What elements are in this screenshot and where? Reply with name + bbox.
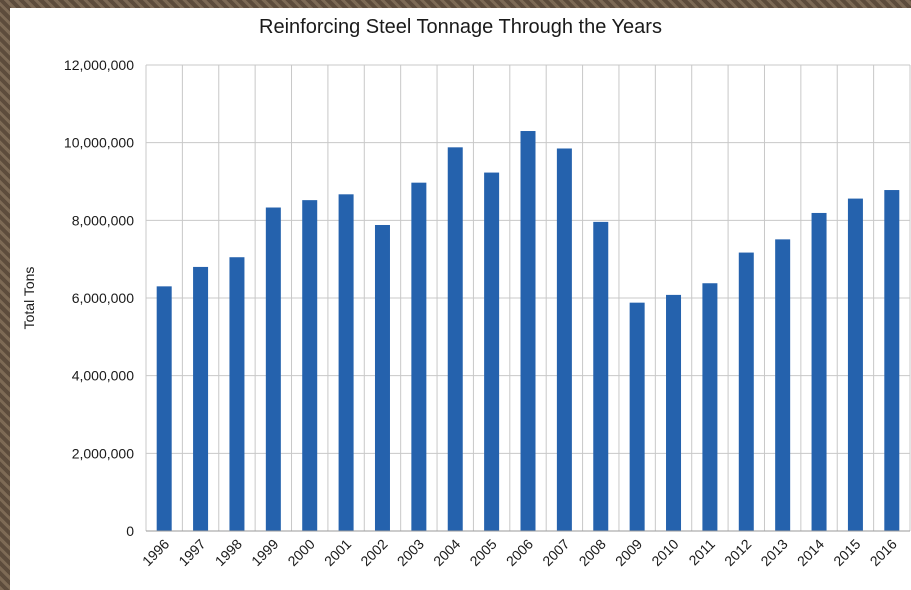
bar-2016 <box>884 190 900 531</box>
x-tick-label: 1999 <box>248 536 281 569</box>
bar-2008 <box>593 221 609 532</box>
bar-2012 <box>738 252 754 531</box>
x-tick-label: 1996 <box>139 536 172 569</box>
x-tick-label: 2006 <box>503 536 536 569</box>
bar-1996 <box>156 286 172 531</box>
x-tick-label: 2013 <box>757 536 790 569</box>
bar-chart: 0 2,000,000 4,000,000 6,000,000 8,000,000 10,… <box>21 57 911 569</box>
x-tick-label: 2011 <box>685 536 718 569</box>
bar-2015 <box>847 198 863 531</box>
x-tick-label: 2001 <box>321 536 354 569</box>
x-tick-label: 2000 <box>284 536 317 569</box>
bar-2005 <box>484 172 500 531</box>
y-tick-label: 10,000,000 <box>64 135 134 151</box>
y-tick-label: 2,000,000 <box>72 445 134 461</box>
bar-2004 <box>447 147 463 531</box>
bar-1999 <box>265 207 281 532</box>
bar-1998 <box>229 257 245 531</box>
bar-2007 <box>556 148 572 531</box>
x-tick-label: 1997 <box>175 536 208 569</box>
x-tick-label: 1998 <box>212 536 245 569</box>
bar-2001 <box>338 194 354 531</box>
y-tick-label: 8,000,000 <box>72 212 134 228</box>
x-tick-label: 2005 <box>466 536 499 569</box>
bar-2006 <box>520 131 536 531</box>
chart-panel: Reinforcing Steel Tonnage Through the Ye… <box>10 8 911 590</box>
x-tick-label: 2009 <box>612 536 645 569</box>
x-tick-label: 2015 <box>830 536 863 569</box>
y-tick-label: 12,000,000 <box>64 57 134 73</box>
y-tick-label: 6,000,000 <box>72 290 134 306</box>
y-tick-label: 0 <box>126 523 134 539</box>
bar-2000 <box>302 200 318 531</box>
x-tick-label: 2012 <box>721 536 754 569</box>
x-tick-label: 2010 <box>648 536 681 569</box>
y-tick-label: 4,000,000 <box>72 368 134 384</box>
bar-2003 <box>411 182 427 532</box>
chart-title: Reinforcing Steel Tonnage Through the Ye… <box>259 16 662 38</box>
x-tick-label: 2007 <box>539 536 572 569</box>
bar-2013 <box>775 239 791 531</box>
x-tick-label: 2003 <box>394 536 427 569</box>
bar-2010 <box>666 294 682 531</box>
x-tick-label: 2004 <box>430 536 463 569</box>
x-tick-label: 2002 <box>357 536 390 569</box>
bar-1997 <box>193 266 209 531</box>
bar-2011 <box>702 283 718 531</box>
y-axis-title: Total Tons <box>21 267 37 330</box>
x-tick-label: 2014 <box>794 536 827 569</box>
bar-2009 <box>629 302 645 531</box>
x-tick-label: 2008 <box>576 536 609 569</box>
x-tick-label: 2016 <box>867 536 900 569</box>
bar-2002 <box>374 224 390 531</box>
bar-2014 <box>811 212 827 531</box>
